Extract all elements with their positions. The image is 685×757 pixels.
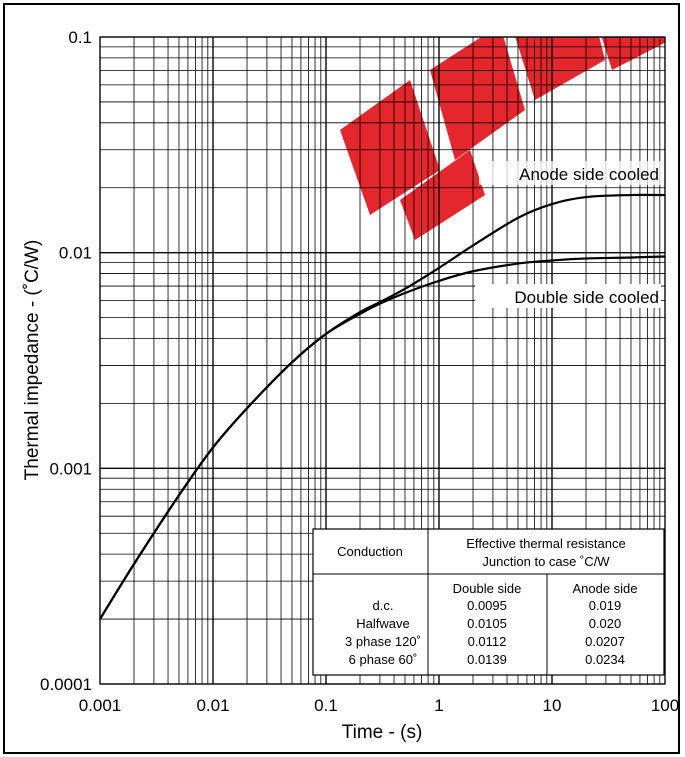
watermark-logo [340, 37, 665, 240]
table-head-conduction: Conduction [337, 544, 403, 559]
y-tick-label: 0.001 [49, 459, 92, 478]
table-cell-double: 0.0095 [467, 598, 507, 613]
watermark-block-2 [515, 37, 605, 100]
y-tick-label: 0.0001 [40, 675, 92, 694]
x-tick-label: 0.1 [314, 696, 338, 715]
watermark-block-0 [340, 80, 440, 215]
table-head-resistance-2: Junction to case ˚C/W [482, 554, 610, 569]
table-rows: d.c. 0.0095 0.019 Halfwave 0.0105 0.020 3 phas… [345, 598, 625, 667]
x-tick-label: 1 [434, 696, 443, 715]
y-axis-label: Thermal impedance - (˚C/W) [22, 240, 43, 481]
x-tick-label: 10 [543, 696, 562, 715]
x-tick-label: 0.01 [196, 696, 229, 715]
y-tick-label: 0.01 [59, 244, 92, 263]
table-cell-conduction: 3 phase 120˚ [345, 634, 421, 649]
table-sub-double: Double side [453, 581, 522, 596]
watermark-block-3 [601, 37, 665, 70]
x-tick-label: 0.001 [79, 696, 122, 715]
y-tick-label: 0.1 [68, 28, 92, 47]
table-cell-conduction: d.c. [373, 598, 394, 613]
series-label-double: Double side cooled [514, 288, 659, 307]
double-label-bg [475, 284, 661, 308]
x-axis-label: Time - (s) [342, 722, 423, 743]
table-cell-conduction: Halfwave [356, 616, 409, 631]
table-cell-double: 0.0112 [468, 634, 507, 649]
table-cell-anode: 0.0207 [585, 634, 625, 649]
table-sub-anode: Anode side [572, 581, 637, 596]
table-cell-double: 0.0139 [467, 652, 507, 667]
series-line-1 [99, 255, 666, 620]
series-label-anode: Anode side cooled [519, 165, 659, 184]
anode-label-bg [479, 161, 661, 185]
table-cell-conduction: 6 phase 60˚ [349, 652, 418, 667]
thermal-resistance-table: Conduction Effective thermal resistance … [312, 528, 665, 676]
table-cell-anode: 0.020 [589, 616, 622, 631]
table-cell-anode: 0.0234 [585, 652, 625, 667]
table-cell-double: 0.0105 [467, 616, 507, 631]
plot-area-border [99, 36, 666, 685]
watermark-block-1 [430, 37, 525, 160]
tick-labels: 0.001 0.01 0.1 1 10 100 0.0001 0.001 0.01 0.1 [40, 28, 679, 715]
table-head-resistance-1: Effective thermal resistance [466, 536, 625, 551]
table-cell-anode: 0.019 [589, 598, 622, 613]
x-tick-label: 100 [651, 696, 679, 715]
curves [99, 193, 666, 620]
